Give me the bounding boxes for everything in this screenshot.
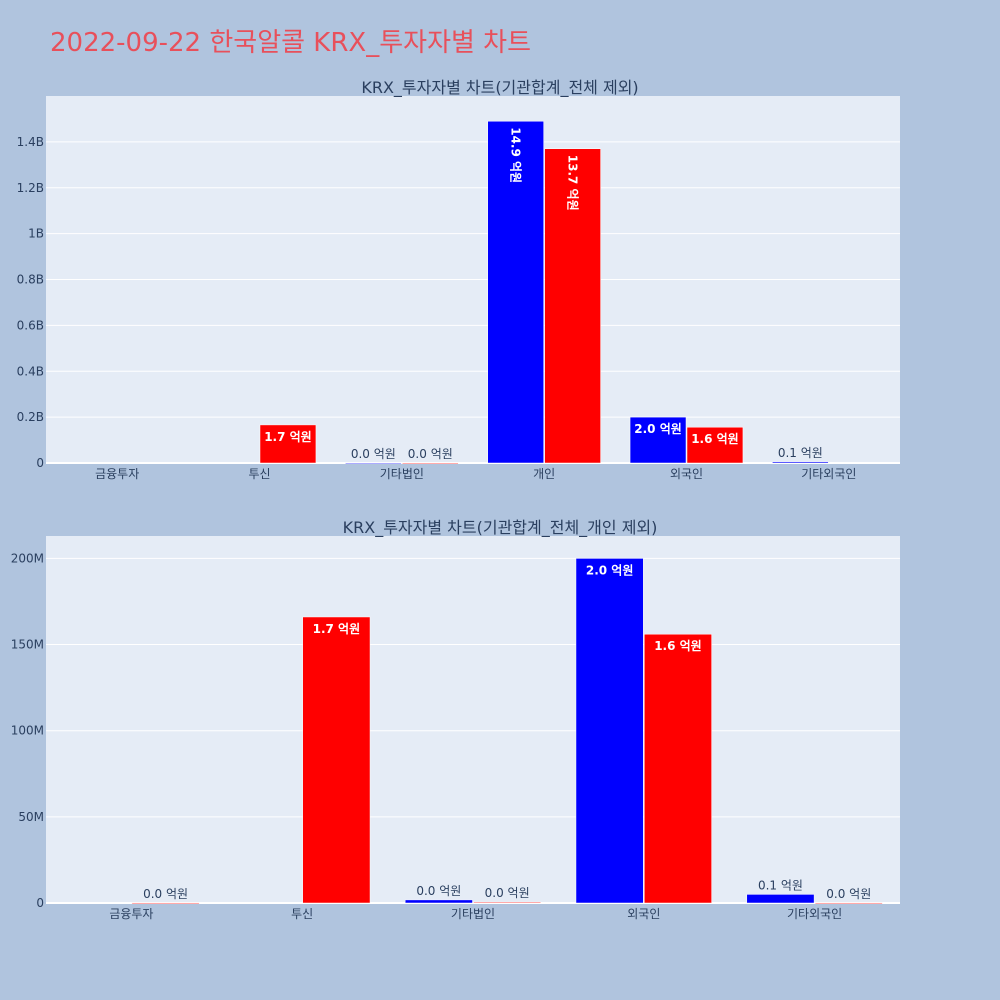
bar: [302, 616, 371, 904]
bar: [644, 633, 712, 904]
x-tick-label: 투신: [248, 467, 270, 481]
bar: [544, 148, 601, 464]
bar: [772, 461, 829, 464]
x-tick-label: 금융투자: [95, 467, 139, 481]
y-tick-label: 1.2B: [17, 181, 44, 195]
plot-area: [46, 536, 900, 903]
y-tick-label: 1.4B: [17, 135, 44, 149]
x-tick-label: 투신: [291, 907, 313, 921]
bar: [402, 462, 459, 464]
bar: [814, 902, 883, 904]
x-tick-label: 개인: [533, 467, 555, 481]
x-tick-label: 외국인: [670, 467, 703, 481]
chart-title: KRX_투자자별 차트(기관합계_전체 제외): [361, 78, 638, 98]
chart-2: 0 50M 100M 150M 200M KRX_투자자별 차트(기관합계_전체_개인 제…: [11, 518, 900, 921]
y-tick-label: 0.6B: [17, 318, 44, 332]
y-tick-label: 0.4B: [17, 364, 44, 378]
data-label: 0.1 억원: [758, 878, 803, 892]
x-tick-label: 기타외국인: [801, 467, 856, 481]
bar: [487, 120, 544, 464]
bar: [686, 426, 744, 464]
bar: [345, 462, 402, 464]
data-label: 0.0 억원: [416, 884, 461, 898]
data-label: 1.7 억원: [264, 430, 312, 444]
bar: [575, 558, 644, 904]
y-tick-label: 0.8B: [17, 273, 44, 287]
y-tick-label: 0: [36, 456, 44, 470]
data-label: 0.1 억원: [778, 446, 823, 460]
data-label: 1.6 억원: [691, 432, 739, 446]
data-label: 13.7 억원: [566, 155, 580, 211]
data-label: 14.9 억원: [509, 127, 523, 183]
data-label: 2.0 억원: [586, 563, 634, 577]
data-label: 2.0 억원: [634, 422, 682, 436]
bar: [746, 894, 815, 904]
data-label: 1.7 억원: [313, 622, 361, 636]
bar: [629, 416, 687, 464]
page-title: 2022-09-22 한국알콜 KRX_투자자별 차트: [50, 28, 532, 58]
data-label: 0.0 억원: [485, 886, 530, 900]
data-label: 1.6 억원: [654, 639, 702, 653]
x-tick-label: 기타외국인: [787, 907, 842, 921]
data-label: 0.0 억원: [826, 887, 871, 901]
data-label: 0.0 억원: [408, 447, 453, 461]
y-tick-label: 1B: [28, 227, 44, 241]
bar: [473, 901, 542, 904]
chart-1: 0 0.2B 0.4B 0.6B 0.8B 1B 1.2B 1.4B KRX_투자자별 차트(기…: [17, 78, 900, 481]
x-tick-label: 외국인: [627, 907, 660, 921]
data-label: 0.0 억원: [351, 447, 396, 461]
y-tick-label: 200M: [11, 551, 44, 565]
x-tick-label: 기타법인: [451, 907, 495, 921]
bar: [404, 899, 473, 904]
y-tick-label: 150M: [11, 638, 44, 652]
y-tick-label: 0: [36, 896, 44, 910]
chart-title: KRX_투자자별 차트(기관합계_전체_개인 제외): [343, 518, 658, 538]
x-tick-label: 금융투자: [109, 907, 153, 921]
y-tick-label: 50M: [18, 810, 44, 824]
bar: [259, 424, 317, 464]
y-tick-label: 100M: [11, 724, 44, 738]
bar: [131, 902, 200, 904]
y-tick-label: 0.2B: [17, 410, 44, 424]
data-label: 0.0 억원: [143, 887, 188, 901]
x-tick-label: 기타법인: [380, 467, 424, 481]
